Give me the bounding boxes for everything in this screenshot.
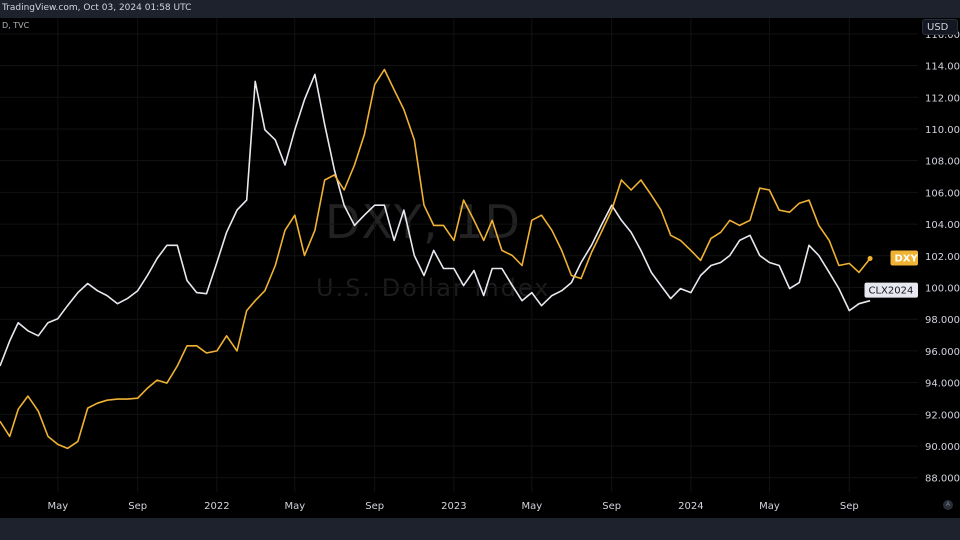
y-tick-label: 100.000 [925,283,960,294]
x-tick-label: Sep [602,501,621,512]
y-tick-label: 108.000 [925,157,960,168]
top-bar: TradingView.com, Oct 03, 2024 01:58 UTC [0,0,960,18]
symbol-legend: D, TVC [2,21,30,30]
x-tick-label: Sep [840,501,859,512]
series-label-dxy: DXY [895,253,919,264]
x-tick-label: Sep [365,501,384,512]
y-tick-label: 88.000 [925,474,960,485]
y-tick-label: 90.000 [925,442,960,453]
x-tick-label: 2023 [441,501,466,512]
y-tick-label: 96.000 [925,347,960,358]
series-line-dxy [0,68,871,450]
x-tick-label: May [759,501,780,512]
x-tick-label: May [284,501,305,512]
y-tick-label: 104.000 [925,220,960,231]
x-tick-label: 2022 [204,501,229,512]
auto-scale-button[interactable]: A [943,500,953,510]
y-tick-label: 116.000 [925,30,960,41]
y-tick-label: 106.000 [925,188,960,199]
bottom-bar [0,518,960,540]
header-title: TradingView.com, Oct 03, 2024 01:58 UTC [2,3,192,13]
y-tick-label: 92.000 [925,410,960,421]
x-tick-label: May [521,501,542,512]
y-tick-label: 110.000 [925,125,960,136]
series-line-clx2024 [0,73,871,367]
last-value-dot [867,255,873,261]
y-tick-label: 94.000 [925,379,960,390]
x-tick-label: Sep [128,501,147,512]
y-tick-label: 98.000 [925,315,960,326]
y-tick-label: 114.000 [925,62,960,73]
x-tick-label: May [47,501,68,512]
series-label-box [864,282,918,298]
x-tick-label: 2024 [678,501,703,512]
series-label-box [890,250,918,266]
watermark-name: U.S. Dollar Index [316,274,551,302]
y-tick-label: 102.000 [925,252,960,263]
y-tick-label: 112.000 [925,93,960,104]
currency-button[interactable]: USD [922,19,958,35]
series-label-clx2024: CLX2024 [869,286,914,297]
